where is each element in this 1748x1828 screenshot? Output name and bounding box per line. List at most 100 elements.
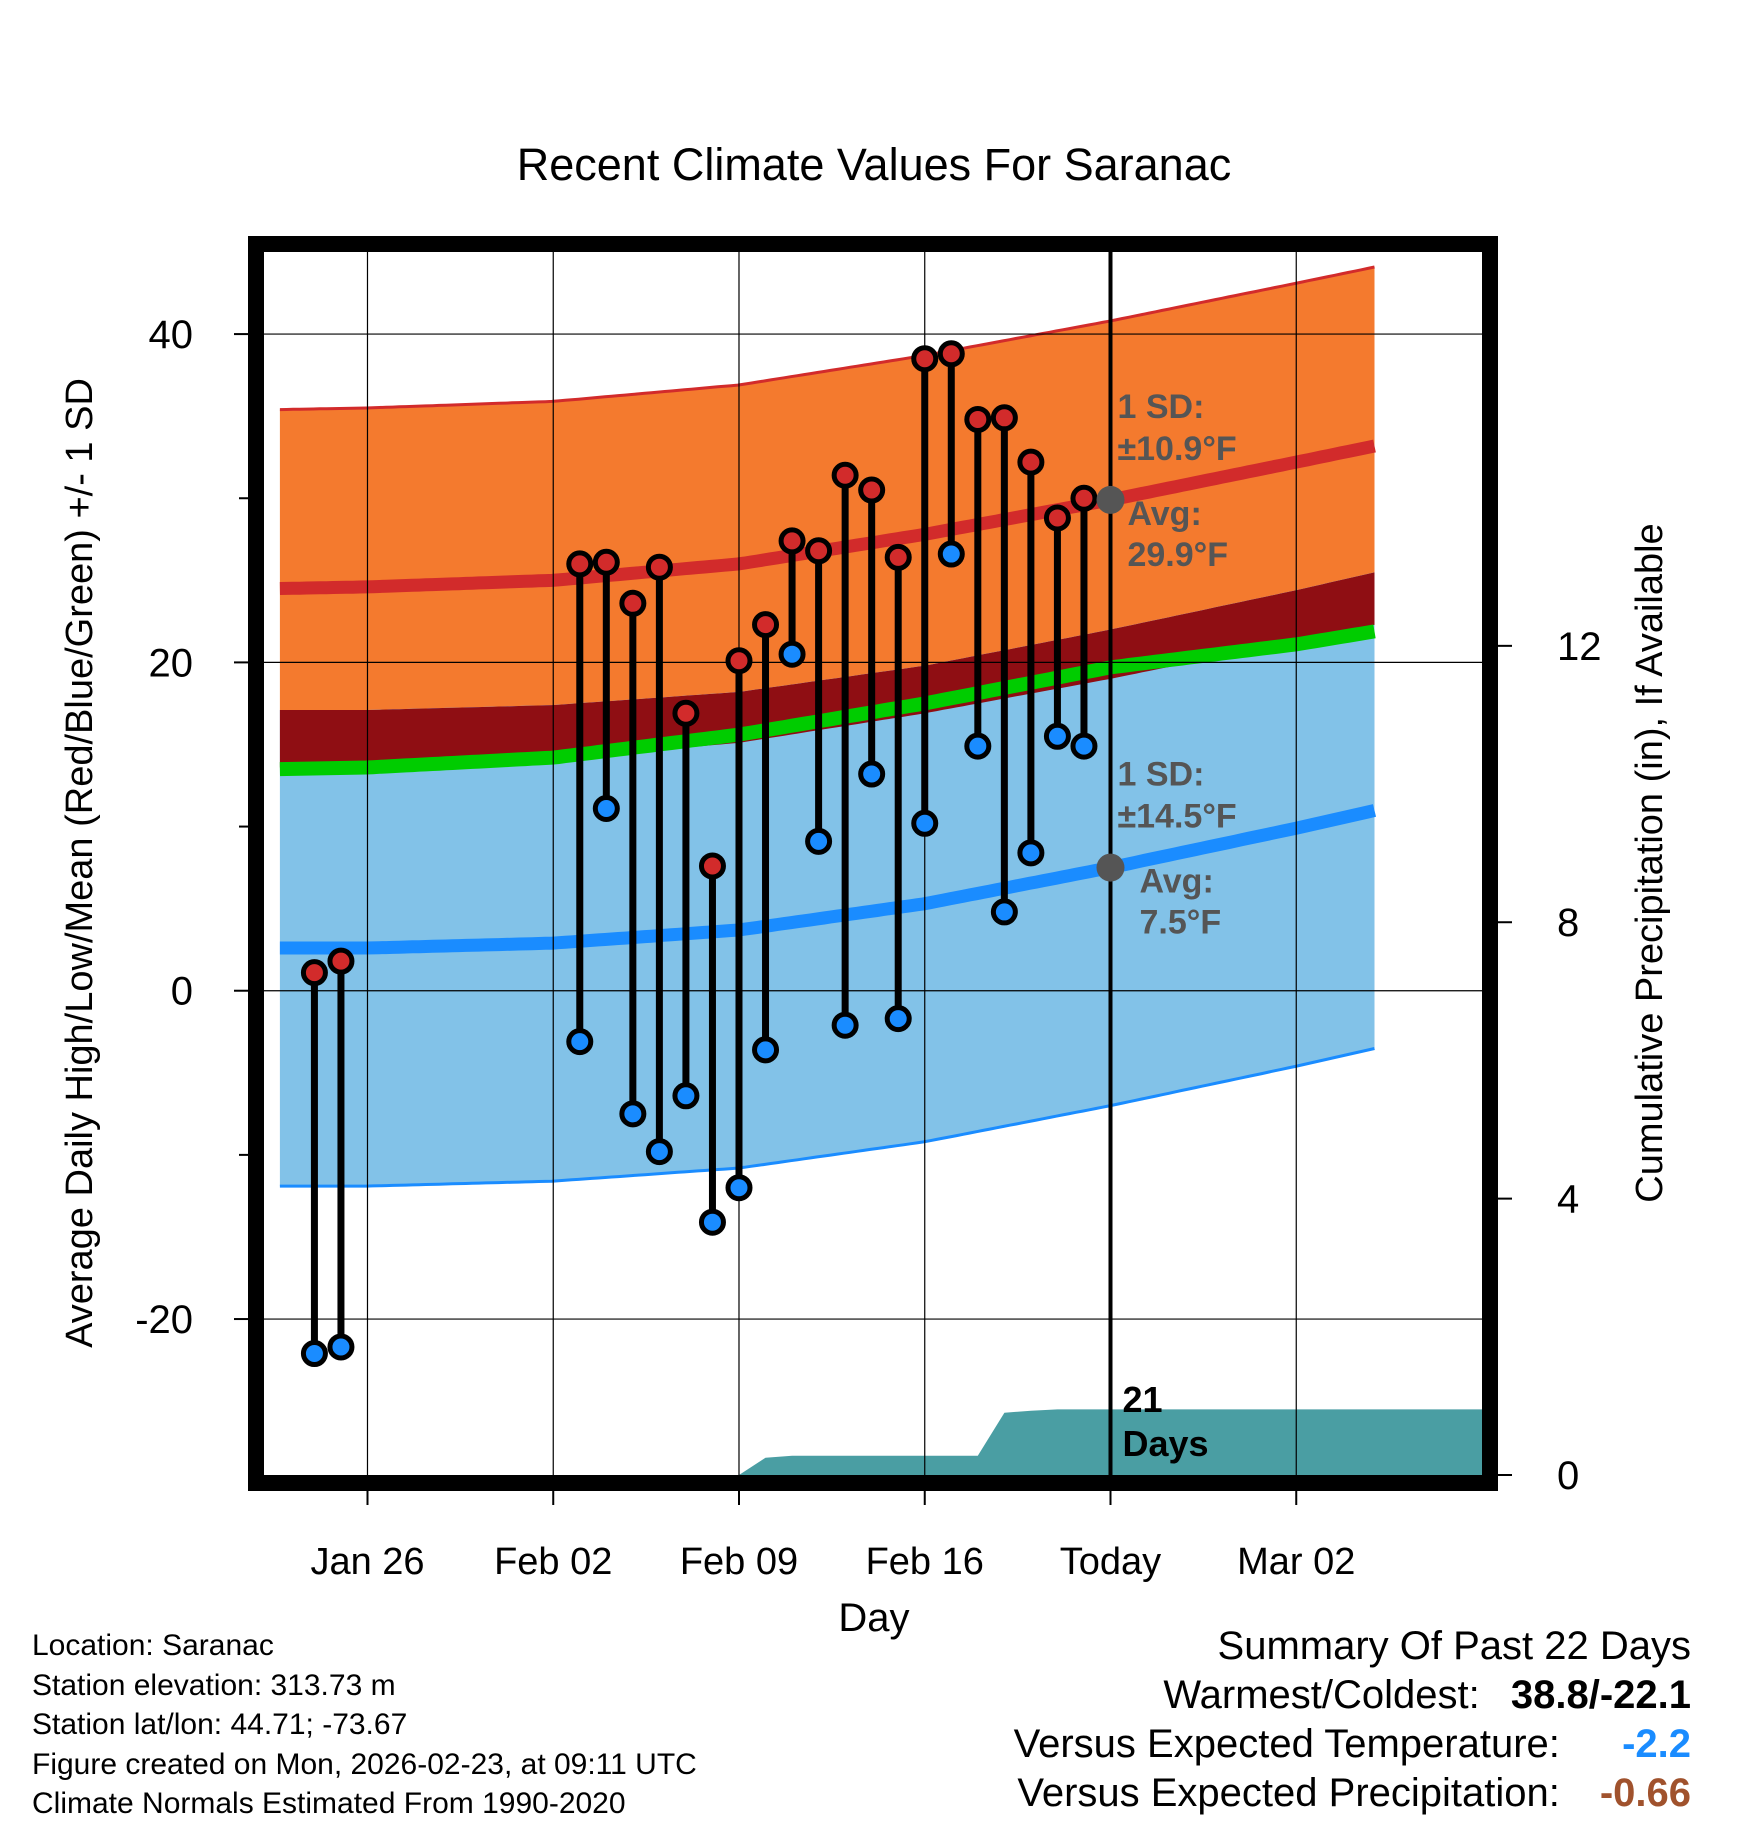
low-temp-dot: [911, 809, 939, 837]
precipitation-label: Versus Expected Precipitation:: [1017, 1771, 1560, 1815]
warmest-coldest-label: Warmest/Coldest:: [1163, 1673, 1480, 1717]
high-temp-dot: [300, 959, 328, 987]
low-temp-dot: [672, 1082, 700, 1110]
low-temp-dot: [1043, 722, 1071, 750]
y-tick-label: 0: [171, 970, 193, 1014]
plot-border: [248, 236, 1498, 1491]
y-tick-label: 40: [149, 313, 194, 357]
low-sd-lower-line: [279, 1047, 1375, 1188]
low-temp-dot: [645, 1138, 673, 1166]
day-observation: [778, 527, 806, 668]
x-tick-label: Jan 26: [310, 1541, 424, 1583]
high-temp-dot: [858, 476, 886, 504]
day-observation: [752, 611, 780, 1064]
day-observation: [858, 476, 886, 788]
high-temp-dot: [566, 550, 594, 578]
precipitation-row: Versus Expected Precipitation: -0.66: [1014, 1769, 1691, 1818]
high-temp-dot: [645, 553, 673, 581]
temperature-row: Versus Expected Temperature: -2.2: [1014, 1720, 1691, 1769]
y2-tick-label: 12: [1557, 625, 1602, 669]
low-temp-dot: [619, 1100, 647, 1128]
day-observation: [990, 404, 1018, 926]
high-temp-dot: [592, 548, 620, 576]
x-axis-label: Day: [838, 1596, 909, 1640]
low-temp-dot: [300, 1340, 328, 1368]
low-avg-value: 7.5°F: [1139, 904, 1221, 942]
low-temp-dot: [752, 1036, 780, 1064]
day-observation: [884, 543, 912, 1033]
day-observation: [911, 345, 939, 837]
low-temp-dot: [990, 898, 1018, 926]
day-observation: [672, 699, 700, 1110]
low-temp-dot: [805, 827, 833, 855]
low-temp-dot: [1070, 732, 1098, 760]
elevation-text: Station elevation: 313.73 m: [32, 1668, 396, 1702]
x-tick-label: Feb 09: [680, 1541, 798, 1583]
day-observation: [1017, 448, 1045, 867]
high-temp-dot: [327, 947, 355, 975]
day-observation: [592, 548, 620, 823]
y-axis-label: Average Daily High/Low/Mean (Red/Blue/Gr…: [59, 378, 101, 1348]
warmest-coldest-value: 38.8/-22.1: [1510, 1673, 1691, 1717]
high-temp-dot: [778, 527, 806, 555]
day-observation: [645, 553, 673, 1166]
x-tick-label: Feb 16: [866, 1541, 984, 1583]
low-sd-label: 1 SD:: [1117, 756, 1204, 794]
y2-tick-label: 4: [1557, 1178, 1579, 1222]
low-temp-dot: [592, 795, 620, 823]
chart-title: Recent Climate Values For Saranac: [517, 139, 1232, 190]
day-observation: [725, 647, 753, 1202]
high-sd-label: 1 SD:: [1117, 388, 1204, 426]
low-temp-dot: [698, 1208, 726, 1236]
day-observation: [805, 537, 833, 855]
observations: [300, 340, 1098, 1368]
days-word-label: Days: [1122, 1423, 1208, 1464]
high-temp-dot: [698, 852, 726, 880]
low-temp-dot: [964, 732, 992, 760]
high-sd-value: ±10.9°F: [1117, 430, 1236, 468]
low-sd-value: ±14.5°F: [1117, 798, 1236, 836]
x-tick-label: Mar 02: [1237, 1541, 1355, 1583]
high-avg-value: 29.9°F: [1127, 536, 1228, 574]
high-sd-upper-line: [279, 265, 1375, 412]
today-low-avg-marker: [1096, 853, 1125, 882]
low-temp-dot: [937, 540, 965, 568]
high-temp-dot: [1070, 484, 1098, 512]
temperature-value: -2.2: [1622, 1722, 1691, 1766]
normal-bands: [279, 265, 1377, 1188]
low-avg-label: Avg:: [1139, 863, 1213, 901]
high-temp-dot: [725, 647, 753, 675]
summary-panel: Summary Of Past 22 Days Warmest/Coldest:…: [1014, 1622, 1691, 1818]
x-tick-label: Today: [1060, 1541, 1161, 1583]
low-temp-dot: [778, 640, 806, 668]
latlon-text: Station lat/lon: 44.71; -73.67: [32, 1708, 408, 1741]
y-tick-label: -20: [135, 1298, 193, 1342]
day-observation: [300, 959, 328, 1368]
y2-tick-label: 8: [1557, 901, 1579, 945]
y-tick-label: 20: [149, 641, 194, 685]
temperature-label: Versus Expected Temperature:: [1013, 1722, 1560, 1766]
day-observation: [327, 947, 355, 1361]
location-text: Location: Saranac: [32, 1629, 274, 1662]
day-observation: [1043, 504, 1071, 750]
station-info: Location: Saranac Station elevation: 313…: [32, 1626, 697, 1824]
day-observation: [964, 405, 992, 760]
summary-title: Summary Of Past 22 Days: [1217, 1624, 1691, 1668]
high-temp-dot: [990, 404, 1018, 432]
low-normal-line: [279, 804, 1377, 955]
high-temp-dot: [619, 589, 647, 617]
high-temp-dot: [831, 461, 859, 489]
high-temp-dot: [884, 543, 912, 571]
high-temp-dot: [964, 405, 992, 433]
low-temp-dot: [327, 1333, 355, 1361]
low-temp-dot: [725, 1174, 753, 1202]
high-avg-label: Avg:: [1127, 495, 1201, 533]
normals-text: Climate Normals Estimated From 1990-2020: [32, 1787, 626, 1820]
created-text: Figure created on Mon, 2026-02-23, at 09…: [32, 1747, 697, 1781]
high-temp-dot: [805, 537, 833, 565]
axes: Jan 26 Feb 02 Feb 09 Feb 16 Today Mar 02 -20 0 2…: [59, 313, 1671, 1640]
day-observation: [566, 550, 594, 1056]
low-temp-dot: [1017, 839, 1045, 867]
day-observation: [831, 461, 859, 1039]
